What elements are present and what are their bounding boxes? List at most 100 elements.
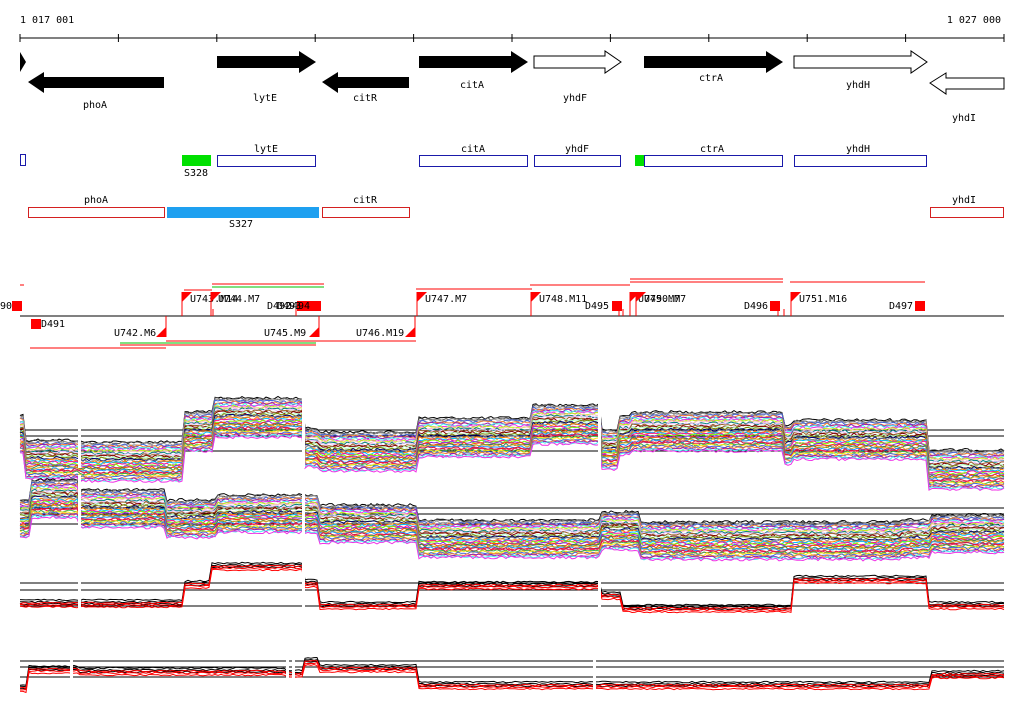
track-series-line bbox=[19, 508, 1005, 555]
feature-s327-label: S327 bbox=[229, 219, 253, 230]
gene-label-phoa: phoA bbox=[83, 100, 107, 111]
segment-label-d493: D493 bbox=[277, 301, 301, 312]
ruler-start-label: 1 017 001 bbox=[20, 15, 74, 26]
annotation-phoa[interactable] bbox=[28, 207, 165, 218]
gene-arrow-cita[interactable] bbox=[419, 51, 528, 73]
track-gap bbox=[78, 395, 81, 468]
segment-marker-u748[interactable] bbox=[531, 292, 541, 302]
gene-arrow-partial[interactable] bbox=[20, 52, 26, 72]
gene-arrow-citr[interactable] bbox=[322, 72, 409, 93]
feature-green-marker[interactable] bbox=[635, 155, 644, 166]
segment-marker-u750[interactable] bbox=[636, 292, 646, 302]
annotation-yhdh[interactable] bbox=[794, 155, 927, 167]
track-series-line bbox=[19, 505, 1005, 552]
annotation-label-ctra: ctrA bbox=[700, 144, 724, 155]
track-series-line bbox=[19, 499, 1005, 546]
expression-track-forward-all bbox=[19, 395, 1005, 491]
track-series-line bbox=[19, 511, 1004, 558]
segment-label-d496: D496 bbox=[744, 301, 768, 312]
segment-label-d494: D494 bbox=[286, 301, 310, 312]
track-series-line bbox=[19, 502, 1005, 549]
gene-arrow-yhdf[interactable] bbox=[533, 50, 622, 74]
reverse-annotation-track: phoA S327 citR yhdI bbox=[28, 195, 1004, 230]
segment-marker-u751[interactable] bbox=[791, 292, 801, 302]
segment-marker-d493[interactable] bbox=[305, 301, 315, 311]
feature-s328[interactable] bbox=[182, 155, 211, 166]
segmentation-track: 90 D491 U742.M6 U743.M14 U744.M7 D492 D4… bbox=[0, 278, 1004, 349]
annotation-label-yhdf: yhdF bbox=[565, 144, 589, 155]
gene-track: phoA lytE citR citA yhdF ctrA yhdH yhdI bbox=[20, 50, 1005, 124]
segment-marker-u747[interactable] bbox=[417, 292, 427, 302]
gene-arrow-phoa[interactable] bbox=[28, 72, 164, 93]
segment-label-d492: D492 bbox=[267, 301, 291, 312]
segment-marker-u743[interactable] bbox=[182, 292, 192, 302]
annotation-ctra[interactable] bbox=[644, 155, 783, 167]
annotation-label-lyte: lytE bbox=[254, 144, 278, 155]
annotation-label-citr: citR bbox=[353, 195, 378, 206]
annotation-yhdi[interactable] bbox=[930, 207, 1004, 218]
track-gap bbox=[598, 560, 601, 625]
segment-marker-u746[interactable] bbox=[405, 327, 415, 337]
feature-s327[interactable] bbox=[167, 207, 319, 218]
track-series-line bbox=[19, 568, 1005, 614]
segment-label-u744: U744.M7 bbox=[218, 294, 260, 305]
track-gap bbox=[286, 650, 289, 698]
expression-track-reverse-pair bbox=[19, 650, 1005, 698]
track-series-line bbox=[20, 498, 1005, 545]
track-series-line bbox=[19, 660, 1005, 689]
segment-marker-d491[interactable] bbox=[31, 319, 41, 329]
track-series-line bbox=[20, 661, 1005, 691]
gene-arrow-ctra[interactable] bbox=[644, 51, 783, 73]
segment-label-d495: D495 bbox=[585, 301, 609, 312]
segment-marker-d492[interactable] bbox=[297, 301, 307, 311]
segment-marker-d497[interactable] bbox=[915, 301, 925, 311]
ruler-ticks bbox=[19, 34, 1005, 42]
track-series-line bbox=[19, 497, 1005, 544]
track-series-line bbox=[19, 435, 1005, 491]
track-series-line bbox=[19, 495, 1005, 542]
segment-label-u751: U751.M16 bbox=[799, 294, 847, 305]
track-series-line bbox=[19, 656, 1005, 686]
track-series-line bbox=[19, 565, 1005, 611]
expression-track-reverse-all bbox=[19, 475, 1005, 562]
annotation-citr[interactable] bbox=[322, 207, 410, 218]
gene-label-lyte: lytE bbox=[253, 93, 277, 104]
annotation-label-yhdh: yhdH bbox=[846, 144, 870, 155]
track-gap bbox=[78, 560, 81, 625]
segment-label-u747: U747.M7 bbox=[425, 294, 467, 305]
segment-marker-u744[interactable] bbox=[211, 292, 221, 302]
gene-label-yhdi: yhdI bbox=[952, 113, 976, 124]
segment-marker-d494[interactable] bbox=[312, 301, 321, 311]
track-gap bbox=[302, 560, 305, 625]
segment-marker-d496[interactable] bbox=[770, 301, 780, 311]
gene-arrow-lyte[interactable] bbox=[217, 51, 316, 73]
track-gap bbox=[78, 475, 81, 545]
gene-arrow-yhdh[interactable] bbox=[793, 50, 928, 74]
track-series-line bbox=[19, 561, 1005, 607]
annotation-lyte[interactable] bbox=[217, 155, 316, 167]
annotation-yhdf[interactable] bbox=[534, 155, 621, 167]
gene-arrow-yhdi[interactable] bbox=[929, 72, 1005, 95]
segment-label-u748: U748.M11 bbox=[539, 294, 587, 305]
gene-label-citr: citR bbox=[353, 93, 378, 104]
forward-annotation-track: S328 lytE citA yhdF ctrA yhdH bbox=[20, 144, 927, 179]
segment-label-u745: U745.M9 bbox=[264, 328, 306, 339]
track-series-line bbox=[19, 663, 1005, 694]
segment-marker-u745[interactable] bbox=[309, 327, 319, 337]
annotation-cita[interactable] bbox=[419, 155, 528, 167]
segment-label-u750: U750.M7 bbox=[644, 294, 686, 305]
segment-label-u743: U743.M14 bbox=[190, 294, 238, 305]
segment-label-u746: U746.M19 bbox=[356, 328, 404, 339]
segment-marker-d495[interactable] bbox=[612, 301, 622, 311]
track-series-line bbox=[19, 488, 1005, 535]
track-series-line bbox=[19, 478, 1005, 526]
annotation-partial-forward[interactable] bbox=[20, 154, 26, 166]
track-gap bbox=[70, 650, 73, 698]
segment-label-u749: U749.M7 bbox=[638, 294, 680, 305]
segment-label-d491: D491 bbox=[41, 319, 65, 330]
segment-marker-u742[interactable] bbox=[156, 327, 166, 337]
track-series-line bbox=[19, 514, 1005, 561]
segment-marker-d490[interactable] bbox=[12, 301, 22, 311]
track-gap bbox=[598, 395, 601, 468]
